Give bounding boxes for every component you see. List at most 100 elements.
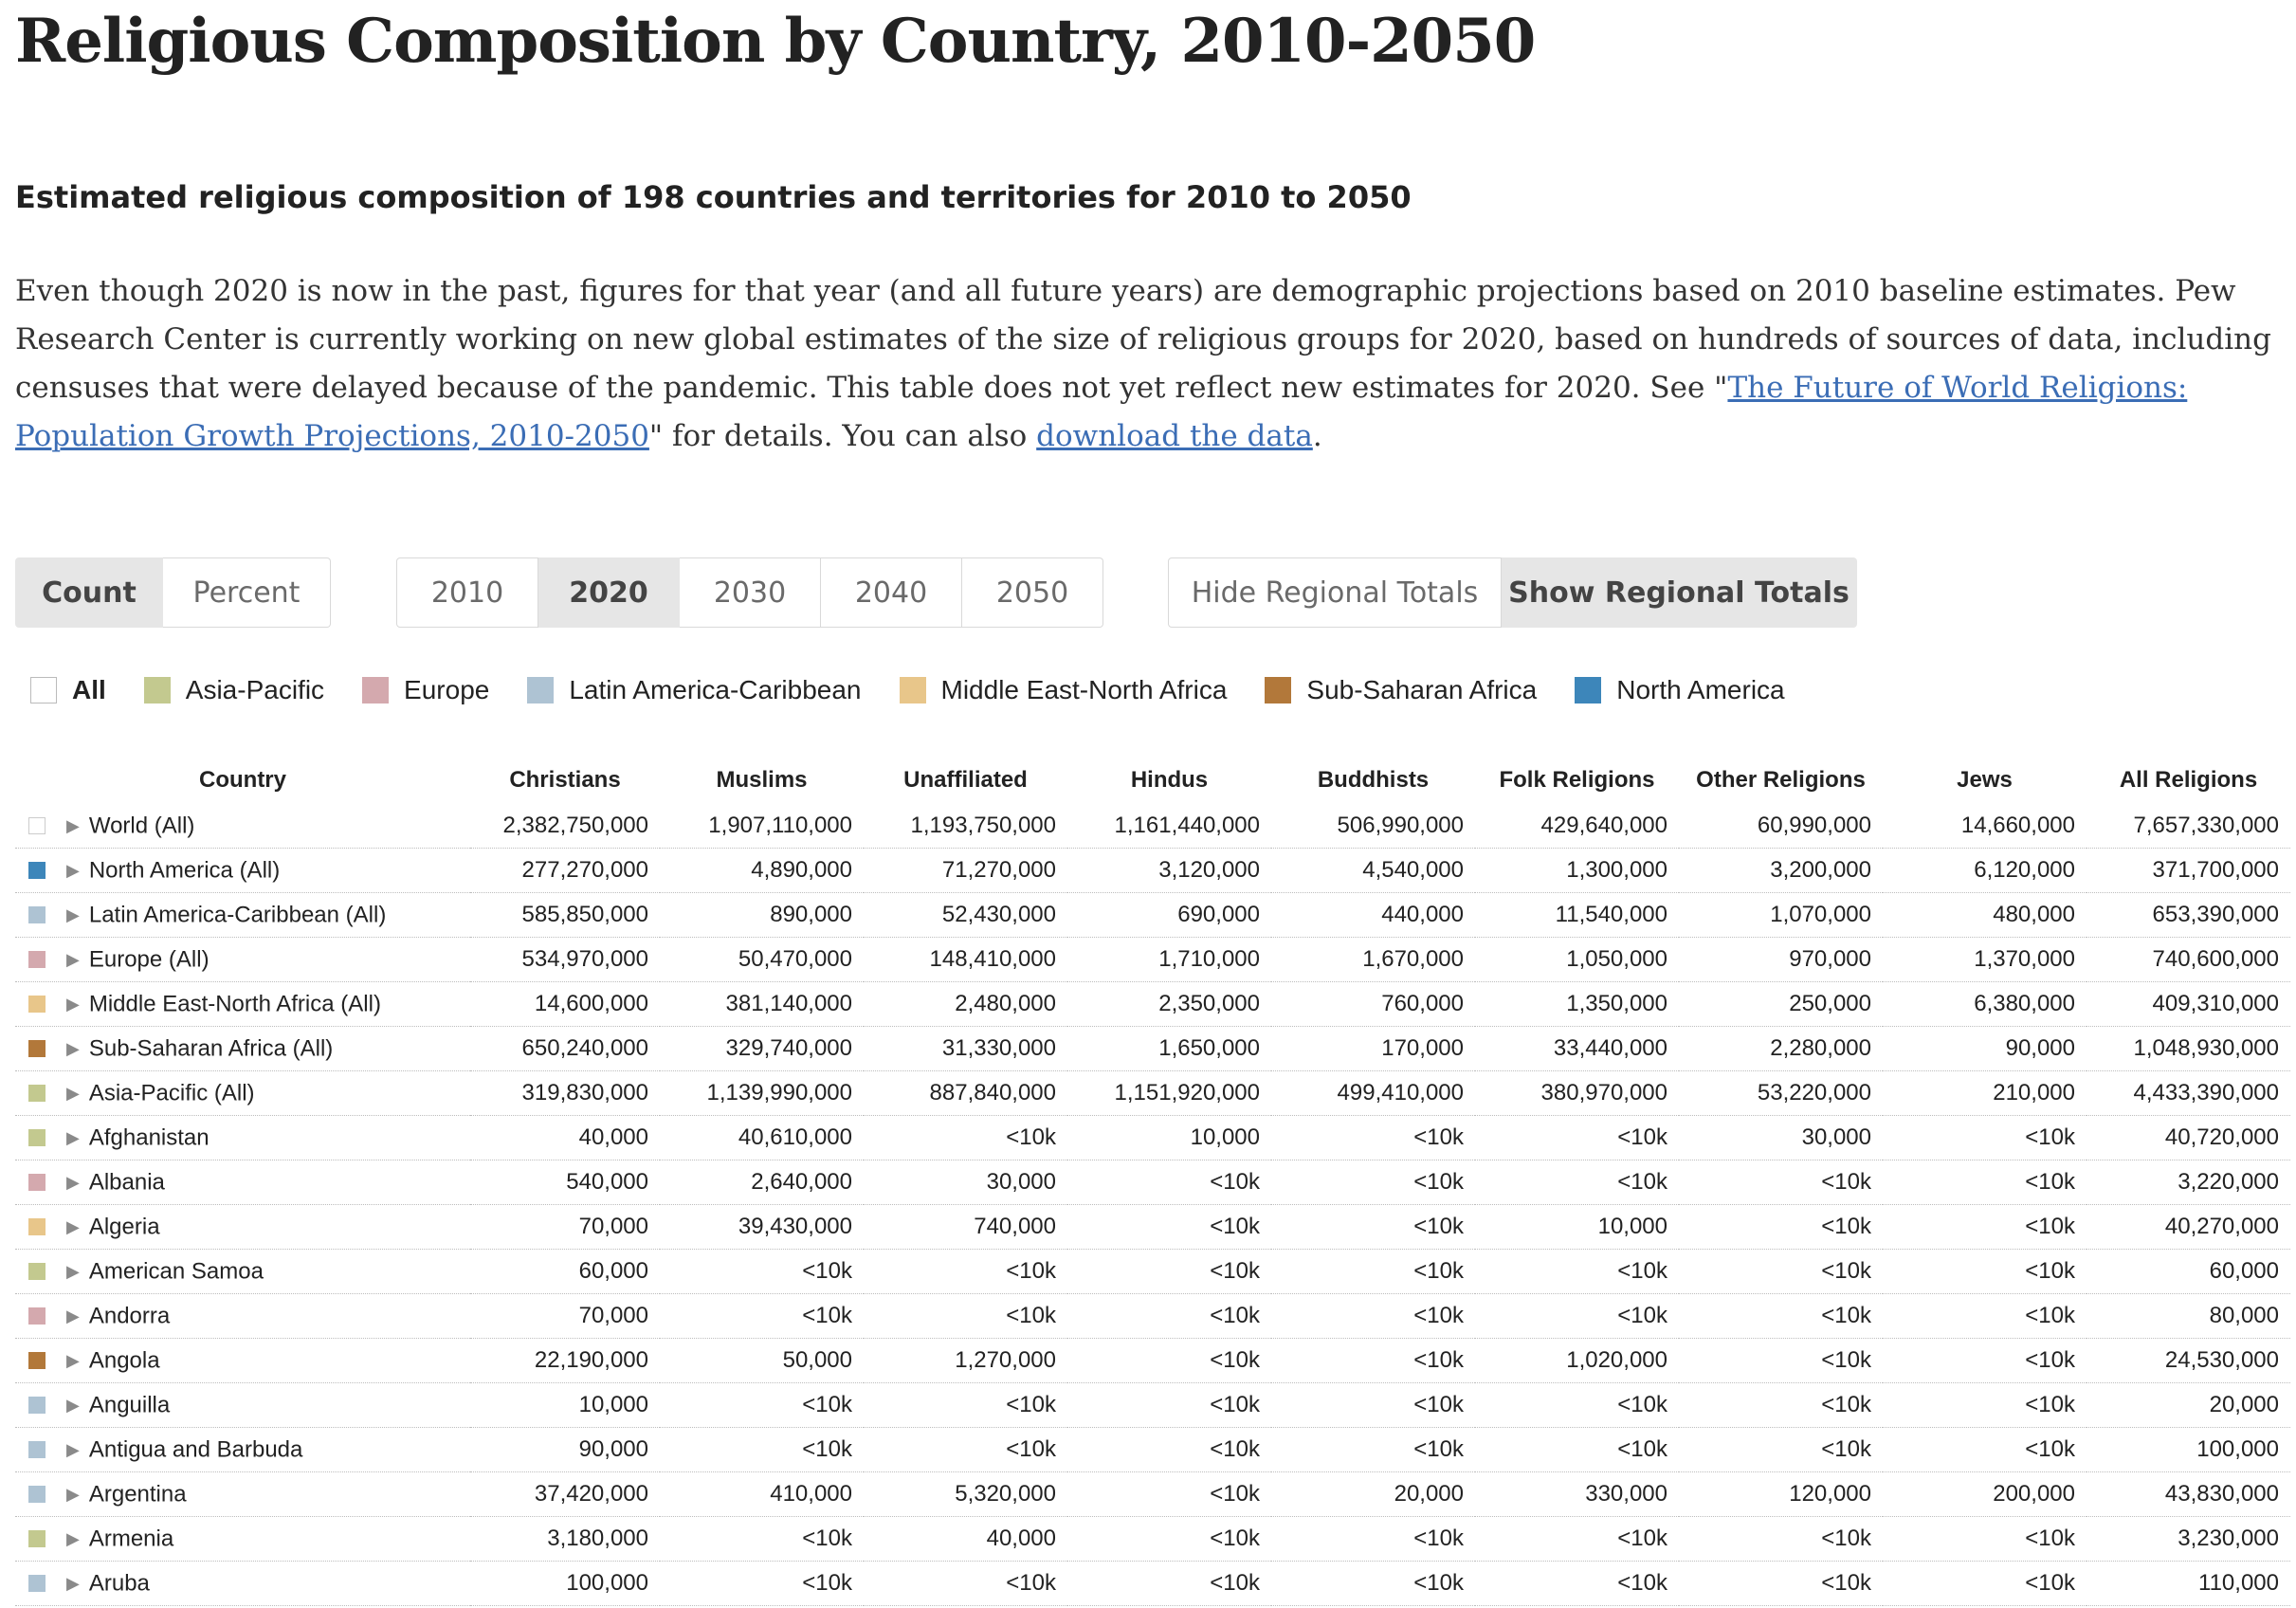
column-header[interactable]: Other Religions bbox=[1696, 767, 1866, 793]
table-row[interactable]: ▶ Antigua and Barbuda 90,000 <10k <10k <10k <1… bbox=[15, 1427, 2290, 1472]
country-cell[interactable]: ▶ Aruba bbox=[15, 1561, 470, 1606]
country-cell[interactable]: ▶ American Samoa bbox=[15, 1249, 470, 1294]
value-cell: 3,230,000 bbox=[2086, 1516, 2290, 1562]
expand-arrow-icon[interactable]: ▶ bbox=[66, 860, 80, 880]
expand-arrow-icon[interactable]: ▶ bbox=[66, 1172, 80, 1192]
expand-arrow-icon[interactable]: ▶ bbox=[66, 1484, 80, 1504]
country-cell[interactable]: ▶ Armenia bbox=[15, 1516, 470, 1562]
column-header[interactable]: Jews bbox=[1957, 767, 2013, 793]
value-cell: <10k bbox=[1475, 1427, 1679, 1472]
legend-item-ap[interactable]: Asia-Pacific bbox=[143, 675, 324, 705]
value-cell: 90,000 bbox=[1883, 1026, 2086, 1071]
table-row[interactable]: ▶ North America (All) 277,270,000 4,890,000… bbox=[15, 848, 2290, 893]
expand-arrow-icon[interactable]: ▶ bbox=[66, 949, 80, 969]
country-cell[interactable]: ▶ Algeria bbox=[15, 1204, 470, 1250]
table-row[interactable]: ▶ Anguilla 10,000 <10k <10k <10k <10k <10k <10k <… bbox=[15, 1382, 2290, 1428]
expand-arrow-icon[interactable]: ▶ bbox=[66, 1306, 80, 1325]
expand-arrow-icon[interactable]: ▶ bbox=[66, 1528, 80, 1548]
country-cell[interactable]: ▶ North America (All) bbox=[15, 848, 470, 893]
table-row[interactable]: ▶ Armenia 3,180,000 <10k 40,000 <10k <10k <10k <… bbox=[15, 1516, 2290, 1562]
year-2050-button[interactable]: 2050 bbox=[962, 557, 1103, 628]
column-header[interactable]: Buddhists bbox=[1317, 767, 1430, 793]
expand-arrow-icon[interactable]: ▶ bbox=[66, 904, 80, 924]
region-color-square bbox=[28, 1441, 46, 1459]
expand-arrow-icon[interactable]: ▶ bbox=[66, 1038, 80, 1058]
value-cell: 381,140,000 bbox=[660, 981, 864, 1027]
country-cell[interactable]: ▶ Andorra bbox=[15, 1293, 470, 1339]
table-row[interactable]: ▶ Aruba 100,000 <10k <10k <10k <10k <10k <10k <10… bbox=[15, 1561, 2290, 1606]
table-row[interactable]: ▶ Argentina 37,420,000 410,000 5,320,000 <10k… bbox=[15, 1471, 2290, 1517]
value-cell: 409,310,000 bbox=[2086, 981, 2290, 1027]
expand-arrow-icon[interactable]: ▶ bbox=[66, 1439, 80, 1459]
expand-arrow-icon[interactable]: ▶ bbox=[66, 994, 80, 1014]
value-cell: 1,151,920,000 bbox=[1067, 1070, 1271, 1116]
show-regional-totals-button[interactable]: Show Regional Totals bbox=[1502, 557, 1857, 628]
religion-table: Country Christians Muslims Unaffiliated Hind… bbox=[15, 757, 2290, 1606]
legend-item-lac[interactable]: Latin America-Caribbean bbox=[527, 675, 862, 705]
year-2010-button[interactable]: 2010 bbox=[396, 557, 538, 628]
value-cell: 3,200,000 bbox=[1679, 848, 1883, 893]
value-cell: <10k bbox=[1067, 1561, 1271, 1606]
table-row[interactable]: ▶ Latin America-Caribbean (All) 585,850,00… bbox=[15, 892, 2290, 938]
legend-item-eu[interactable]: Europe bbox=[362, 675, 489, 705]
table-row[interactable]: ▶ Asia-Pacific (All) 319,830,000 1,139,990,… bbox=[15, 1070, 2290, 1116]
country-cell[interactable]: ▶ Antigua and Barbuda bbox=[15, 1427, 470, 1472]
region-color-square bbox=[28, 1218, 46, 1236]
download-data-link[interactable]: download the data bbox=[1036, 419, 1313, 453]
column-header[interactable]: Muslims bbox=[716, 767, 808, 793]
table-row[interactable]: ▶ Sub-Saharan Africa (All) 650,240,000 329,… bbox=[15, 1026, 2290, 1071]
country-cell[interactable]: ▶ Sub-Saharan Africa (All) bbox=[15, 1026, 470, 1071]
table-row[interactable]: ▶ World (All) 2,382,750,000 1,907,110,000 1,… bbox=[15, 804, 2290, 849]
expand-arrow-icon[interactable]: ▶ bbox=[66, 1127, 80, 1147]
legend-item-ssa[interactable]: Sub-Saharan Africa bbox=[1265, 675, 1537, 705]
table-row[interactable]: ▶ Middle East-North Africa (All) 14,600,00… bbox=[15, 981, 2290, 1027]
table-row[interactable]: ▶ Europe (All) 534,970,000 50,470,000 148,41… bbox=[15, 937, 2290, 982]
column-header[interactable]: Christians bbox=[509, 767, 621, 793]
expand-arrow-icon[interactable]: ▶ bbox=[66, 1083, 80, 1103]
expand-arrow-icon[interactable]: ▶ bbox=[66, 1573, 80, 1593]
table-row[interactable]: ▶ Afghanistan 40,000 40,610,000 <10k 10,000 <1… bbox=[15, 1115, 2290, 1160]
legend-item-all[interactable]: All bbox=[30, 675, 106, 705]
future-world-religions-link[interactable]: The Future of World Religions: Populatio… bbox=[15, 371, 2188, 453]
value-cell: 3,180,000 bbox=[470, 1516, 660, 1562]
expand-arrow-icon[interactable]: ▶ bbox=[66, 1350, 80, 1370]
legend-item-na[interactable]: North America bbox=[1575, 675, 1785, 705]
hide-regional-totals-button[interactable]: Hide Regional Totals bbox=[1168, 557, 1502, 628]
count-button[interactable]: Count bbox=[15, 557, 163, 628]
country-cell[interactable]: ▶ Afghanistan bbox=[15, 1115, 470, 1160]
legend-item-mena[interactable]: Middle East-North Africa bbox=[899, 675, 1227, 705]
column-header[interactable]: Unaffiliated bbox=[903, 767, 1028, 793]
country-cell[interactable]: ▶ Asia-Pacific (All) bbox=[15, 1070, 470, 1116]
column-header[interactable]: Folk Religions bbox=[1499, 767, 1655, 793]
country-cell[interactable]: ▶ Argentina bbox=[15, 1471, 470, 1517]
country-cell[interactable]: ▶ Anguilla bbox=[15, 1382, 470, 1428]
year-2040-button[interactable]: 2040 bbox=[821, 557, 962, 628]
column-header[interactable]: Country bbox=[199, 767, 286, 793]
value-cell: 1,139,990,000 bbox=[660, 1070, 864, 1116]
country-cell[interactable]: ▶ Angola bbox=[15, 1338, 470, 1383]
year-2030-button[interactable]: 2030 bbox=[680, 557, 821, 628]
country-cell[interactable]: ▶ Latin America-Caribbean (All) bbox=[15, 892, 470, 938]
country-cell[interactable]: ▶ Europe (All) bbox=[15, 937, 470, 982]
year-2020-button[interactable]: 2020 bbox=[538, 557, 680, 628]
table-row[interactable]: ▶ Albania 540,000 2,640,000 30,000 <10k <10k <1… bbox=[15, 1160, 2290, 1205]
expand-arrow-icon[interactable]: ▶ bbox=[66, 1261, 80, 1281]
value-cell: 14,660,000 bbox=[1883, 804, 2086, 849]
country-cell[interactable]: ▶ Middle East-North Africa (All) bbox=[15, 981, 470, 1027]
table-row[interactable]: ▶ Andorra 70,000 <10k <10k <10k <10k <10k <10k <1… bbox=[15, 1293, 2290, 1339]
expand-arrow-icon[interactable]: ▶ bbox=[66, 1395, 80, 1415]
table-row[interactable]: ▶ Angola 22,190,000 50,000 1,270,000 <10k <10k… bbox=[15, 1338, 2290, 1383]
expand-arrow-icon[interactable]: ▶ bbox=[66, 815, 80, 835]
country-cell[interactable]: ▶ Albania bbox=[15, 1160, 470, 1205]
column-header[interactable]: All Religions bbox=[2119, 767, 2258, 793]
value-cell: <10k bbox=[1679, 1160, 1883, 1205]
table-row[interactable]: ▶ American Samoa 60,000 <10k <10k <10k <10k <10… bbox=[15, 1249, 2290, 1294]
column-header[interactable]: Hindus bbox=[1130, 767, 1209, 793]
value-cell: 1,670,000 bbox=[1271, 937, 1475, 982]
table-row[interactable]: ▶ Algeria 70,000 39,430,000 740,000 <10k <10k 1… bbox=[15, 1204, 2290, 1250]
value-cell: 585,850,000 bbox=[470, 892, 660, 938]
expand-arrow-icon[interactable]: ▶ bbox=[66, 1216, 80, 1236]
table-header-row: Country Christians Muslims Unaffiliated Hind… bbox=[15, 757, 2290, 804]
percent-button[interactable]: Percent bbox=[163, 557, 331, 628]
country-cell[interactable]: ▶ World (All) bbox=[15, 804, 470, 849]
